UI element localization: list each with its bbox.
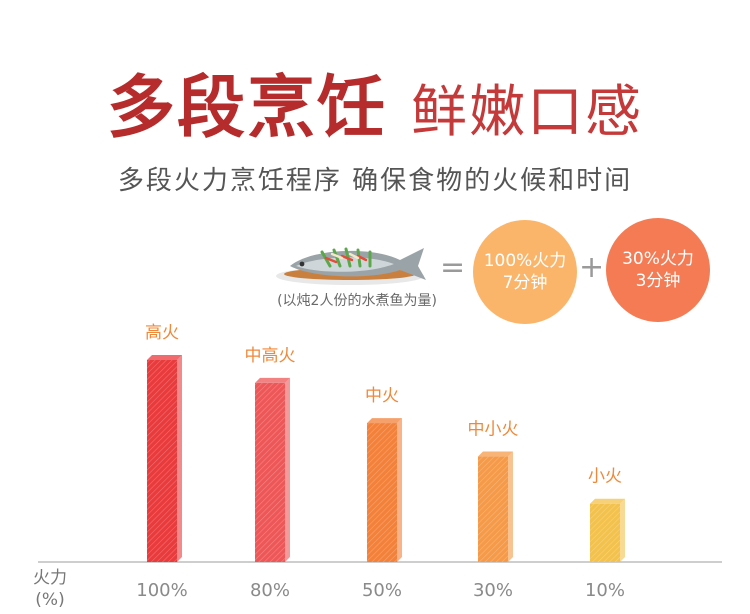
bar-label-2: 中高火 bbox=[245, 346, 296, 366]
title-main: 多段烹饪 bbox=[106, 69, 387, 148]
bar-label-3: 中火 bbox=[365, 386, 399, 406]
step1-badge: 100%火力 7分钟 bbox=[473, 220, 577, 324]
y-axis-label-line1: 火力 bbox=[33, 568, 67, 588]
plus-sign: + bbox=[579, 250, 605, 285]
step2-power: 30%火力 bbox=[622, 249, 694, 269]
bar-3 bbox=[367, 418, 402, 562]
x-tick-label-4: 30% bbox=[473, 580, 513, 601]
steamed-fish-icon bbox=[272, 236, 432, 288]
subtitle: 多段火力烹饪程序 确保食物的火候和时间 bbox=[117, 166, 633, 196]
equals-sign: = bbox=[440, 250, 466, 285]
title-sub: 鲜嫩口感 bbox=[411, 80, 643, 145]
x-tick-label-2: 80% bbox=[250, 580, 290, 601]
y-axis-label-line2: (%) bbox=[35, 590, 65, 610]
y-axis-label: 火力 (%) bbox=[28, 567, 72, 611]
bar-label-4: 中小火 bbox=[468, 420, 519, 440]
bar-label-1: 高火 bbox=[145, 323, 179, 343]
bar-2 bbox=[255, 377, 290, 562]
dish-caption: (以炖2人份的水煮鱼为量) bbox=[277, 293, 437, 309]
bar-label-5: 小火 bbox=[588, 467, 622, 487]
step2-badge: 30%火力 3分钟 bbox=[606, 218, 710, 322]
page-title: 多段烹饪 鲜嫩口感 bbox=[0, 52, 750, 148]
x-tick-label-1: 100% bbox=[136, 580, 187, 601]
step1-time: 7分钟 bbox=[502, 273, 548, 293]
x-tick-label-3: 50% bbox=[362, 580, 402, 601]
step1-power: 100%火力 bbox=[483, 251, 567, 271]
bar-4 bbox=[478, 451, 513, 562]
bar-1 bbox=[147, 355, 182, 562]
step2-time: 3分钟 bbox=[635, 271, 681, 291]
bar-5 bbox=[590, 498, 625, 562]
x-tick-label-5: 10% bbox=[585, 580, 625, 601]
